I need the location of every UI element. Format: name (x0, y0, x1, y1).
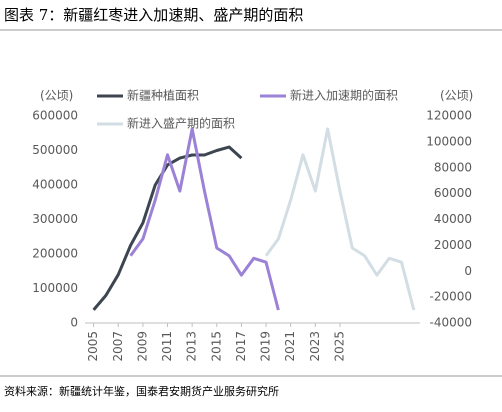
y-tick-label: 400000 (32, 178, 78, 192)
x-tick-label: 2005 (86, 331, 100, 362)
x-tick-label: 2019 (259, 331, 273, 362)
x-tick-label: 2007 (111, 331, 125, 362)
y-tick-label: 0 (70, 316, 78, 330)
x-tick-label: 2009 (135, 331, 149, 362)
x-tick-label: 2017 (234, 331, 248, 362)
series-line (264, 127, 416, 311)
x-tick-label: 2025 (332, 331, 346, 362)
series-line (92, 145, 243, 311)
y2-tick-label: -20000 (429, 290, 472, 304)
y2-tick-label: 0 (464, 264, 472, 278)
y-tick-label: 600000 (32, 109, 78, 123)
y2-tick-label: 60000 (434, 186, 472, 200)
y2-tick-label: 100000 (426, 134, 472, 148)
y-axis-label: (公顷) (40, 89, 73, 103)
y2-tick-label: 20000 (434, 238, 472, 252)
source: 资料来源：新疆统计年鉴，国泰君安期货产业服务研究所 (4, 384, 279, 398)
chart-title: 图表 7：新疆红枣进入加速期、盛产期的面积 (4, 6, 303, 24)
y-tick-label: 200000 (32, 247, 78, 261)
y2-tick-label: 40000 (434, 212, 472, 226)
series-line (129, 127, 280, 311)
y2-tick-label: 80000 (434, 160, 472, 174)
y-tick-label: 100000 (32, 281, 78, 295)
y2-axis-label: (公顷) (440, 89, 473, 103)
legend-label: 新疆种植面积 (127, 88, 199, 103)
x-tick-label: 2015 (209, 331, 223, 362)
x-tick-label: 2021 (283, 331, 297, 362)
x-tick-label: 2013 (185, 331, 199, 362)
legend-label: 新进入盛产期的面积 (127, 116, 235, 131)
y-tick-label: 500000 (32, 143, 78, 157)
x-tick-label: 2011 (160, 331, 174, 362)
y2-tick-label: -40000 (429, 316, 472, 330)
y-tick-label: 300000 (32, 212, 78, 226)
x-tick-label: 2023 (308, 331, 322, 362)
legend-label: 新进入加速期的面积 (290, 88, 398, 103)
y2-tick-label: 120000 (426, 109, 472, 123)
